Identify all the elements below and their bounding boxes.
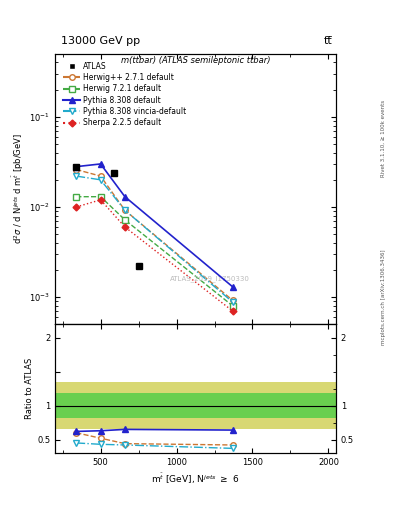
Text: Rivet 3.1.10, ≥ 100k events: Rivet 3.1.10, ≥ 100k events [381, 100, 386, 177]
Text: tt̅: tt̅ [323, 36, 332, 46]
Bar [55, 393, 336, 418]
X-axis label: m$^{\bar{t}}$ [GeV], N$^{jets}$ $\geq$ 6: m$^{\bar{t}}$ [GeV], N$^{jets}$ $\geq$ 6 [151, 471, 240, 486]
Text: mcplots.cern.ch [arXiv:1306.3436]: mcplots.cern.ch [arXiv:1306.3436] [381, 249, 386, 345]
Text: m(ttbar) (ATLAS semileptonic ttbar): m(ttbar) (ATLAS semileptonic ttbar) [121, 56, 270, 66]
Y-axis label: d$^2\sigma$ / d N$^{jets}$ d m$^{\bar{t}}$ [pb/GeV]: d$^2\sigma$ / d N$^{jets}$ d m$^{\bar{t}… [11, 134, 26, 244]
Text: 13000 GeV pp: 13000 GeV pp [61, 36, 140, 46]
Bar [55, 382, 336, 430]
Legend: ATLAS, Herwig++ 2.7.1 default, Herwig 7.2.1 default, Pythia 8.308 default, Pythi: ATLAS, Herwig++ 2.7.1 default, Herwig 7.… [62, 60, 188, 129]
Text: ATLAS_2019_I1750330: ATLAS_2019_I1750330 [170, 275, 250, 282]
Y-axis label: Ratio to ATLAS: Ratio to ATLAS [25, 358, 34, 419]
